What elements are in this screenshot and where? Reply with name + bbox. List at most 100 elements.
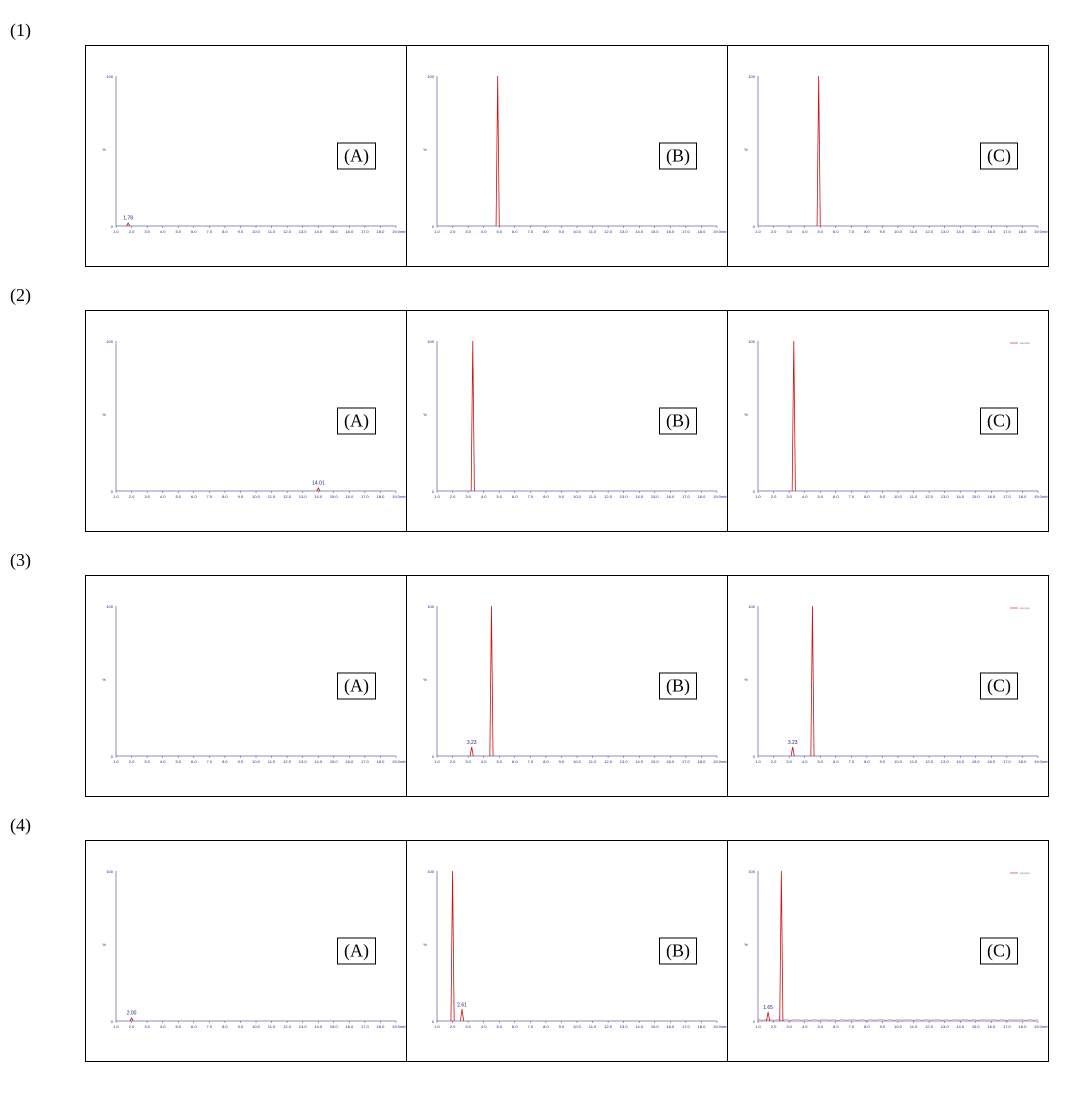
panel-row: 1000%1.02.03.04.05.06.07.08.09.010.011.0…	[85, 575, 1049, 797]
x-tick-label: 6.0	[191, 494, 197, 499]
x-tick-label: 12.0	[925, 229, 934, 234]
panel-letter-label: (B)	[659, 143, 697, 170]
x-tick-label: 6.0	[191, 1024, 197, 1029]
x-tick-label: 11.0	[268, 494, 276, 499]
x-tick-label: 6.0	[512, 759, 518, 764]
x-tick-label: 7.0	[849, 1024, 855, 1029]
x-tick-label: 9.0	[559, 759, 565, 764]
x-tick-label: 5.0	[496, 494, 502, 499]
x-tick-label: 17.0	[361, 1024, 370, 1029]
x-tick-label: 2.0	[450, 494, 456, 499]
x-tick-label: 1.0	[755, 494, 761, 499]
x-unit-label: min	[400, 1024, 406, 1029]
y-top-tick: 100	[748, 869, 755, 874]
x-tick-label: 12.0	[925, 494, 934, 499]
x-tick-label: 2.0	[771, 1024, 777, 1029]
x-tick-label: 4.0	[802, 229, 808, 234]
chart-panel: 1000%1.02.03.04.05.06.07.08.09.010.011.0…	[407, 46, 728, 266]
x-tick-label: 15.0	[651, 759, 660, 764]
chart-panel: 1000%1.02.03.04.05.06.07.08.09.010.011.0…	[407, 311, 728, 531]
x-tick-label: 8.0	[543, 1024, 549, 1029]
x-tick-label: 7.0	[207, 229, 213, 234]
chromatogram-peak	[460, 1009, 463, 1021]
x-tick-label: 1.0	[434, 229, 440, 234]
x-tick-label: 5.0	[496, 1024, 502, 1029]
x-tick-label: 9.0	[238, 494, 244, 499]
x-tick-label: 1.0	[113, 229, 119, 234]
y-axis-label: %	[423, 412, 427, 417]
panel-letter-label: (A)	[337, 938, 376, 965]
x-tick-label: 15.0	[330, 1024, 339, 1029]
x-tick-label: 5.0	[496, 229, 502, 234]
x-tick-label: 7.0	[849, 494, 855, 499]
x-tick-label: 6.0	[191, 759, 197, 764]
panel-row: 1000%1.02.03.04.05.06.07.08.09.010.011.0…	[85, 45, 1049, 267]
peak-label: 3.23	[788, 740, 798, 746]
x-tick-label: 10.0	[252, 494, 261, 499]
chromatogram-peak	[792, 341, 795, 491]
x-tick-label: 3.0	[786, 494, 792, 499]
x-tick-label: 18.0	[1019, 229, 1028, 234]
x-tick-label: 9.0	[238, 229, 244, 234]
x-tick-label: 15.0	[330, 494, 339, 499]
x-tick-label: 4.0	[481, 494, 487, 499]
x-tick-label: 7.0	[207, 1024, 213, 1029]
x-tick-label: 1.0	[755, 1024, 761, 1029]
x-tick-label: 17.0	[361, 229, 370, 234]
x-tick-label: 17.0	[361, 759, 370, 764]
x-tick-label: 10.0	[894, 1024, 903, 1029]
x-tick-label: 13.0	[299, 1024, 308, 1029]
x-tick-label: 17.0	[682, 229, 691, 234]
x-tick-label: 6.0	[191, 229, 197, 234]
row-label: (4)	[10, 815, 1049, 836]
x-tick-label: 2.0	[450, 1024, 456, 1029]
x-tick-label: 16.0	[666, 229, 675, 234]
x-tick-label: 8.0	[222, 1024, 228, 1029]
x-tick-label: 16.0	[987, 229, 996, 234]
x-tick-label: 8.0	[543, 229, 549, 234]
y-axis-label: %	[744, 942, 748, 947]
x-tick-label: 5.0	[175, 494, 181, 499]
y-top-tick: 100	[427, 74, 434, 79]
x-tick-label: 2.0	[771, 759, 777, 764]
chromatogram-peak	[817, 76, 820, 226]
chart-panel: 1000%1.02.03.04.05.06.07.08.09.010.011.0…	[86, 576, 407, 796]
x-tick-label: 15.0	[972, 1024, 981, 1029]
y-axis-label: %	[423, 147, 427, 152]
x-tick-label: 6.0	[512, 1024, 518, 1029]
chart-row-group: (1)1000%1.02.03.04.05.06.07.08.09.010.01…	[10, 20, 1049, 267]
x-tick-label: 5.0	[817, 494, 823, 499]
x-tick-label: 18.0	[1019, 759, 1028, 764]
x-unit-label: min	[1042, 494, 1048, 499]
x-tick-label: 2.0	[129, 494, 135, 499]
x-tick-label: 12.0	[283, 229, 292, 234]
panel-letter-label: (C)	[980, 938, 1018, 965]
x-tick-label: 2.0	[450, 759, 456, 764]
x-tick-label: 4.0	[481, 759, 487, 764]
x-unit-label: min	[721, 759, 727, 764]
chart-row-group: (2)1000%1.02.03.04.05.06.07.08.09.010.01…	[10, 285, 1049, 532]
chart-panel: 1000%1.02.03.04.05.06.07.08.09.010.011.0…	[86, 311, 407, 531]
chromatogram-peak	[451, 871, 454, 1021]
y-top-tick: 100	[427, 339, 434, 344]
y-axis-label: %	[423, 677, 427, 682]
x-unit-label: min	[721, 494, 727, 499]
x-tick-label: 6.0	[833, 494, 839, 499]
x-tick-label: 5.0	[817, 1024, 823, 1029]
x-unit-label: min	[1042, 229, 1048, 234]
x-tick-label: 10.0	[252, 229, 261, 234]
x-tick-label: 12.0	[283, 759, 292, 764]
x-unit-label: min	[400, 759, 406, 764]
peak-label: 1.78	[123, 215, 133, 221]
x-tick-label: 8.0	[864, 229, 870, 234]
row-label: (3)	[10, 550, 1049, 571]
x-tick-label: 2.0	[450, 229, 456, 234]
x-tick-label: 13.0	[941, 759, 950, 764]
x-tick-label: 18.0	[377, 1024, 386, 1029]
x-tick-label: 2.0	[129, 1024, 135, 1029]
x-tick-label: 14.0	[635, 1024, 644, 1029]
x-tick-label: 8.0	[222, 494, 228, 499]
panel-letter-label: (A)	[337, 673, 376, 700]
x-tick-label: 4.0	[802, 1024, 808, 1029]
chart-panel: 1000%1.02.03.04.05.06.07.08.09.010.011.0…	[728, 841, 1048, 1061]
